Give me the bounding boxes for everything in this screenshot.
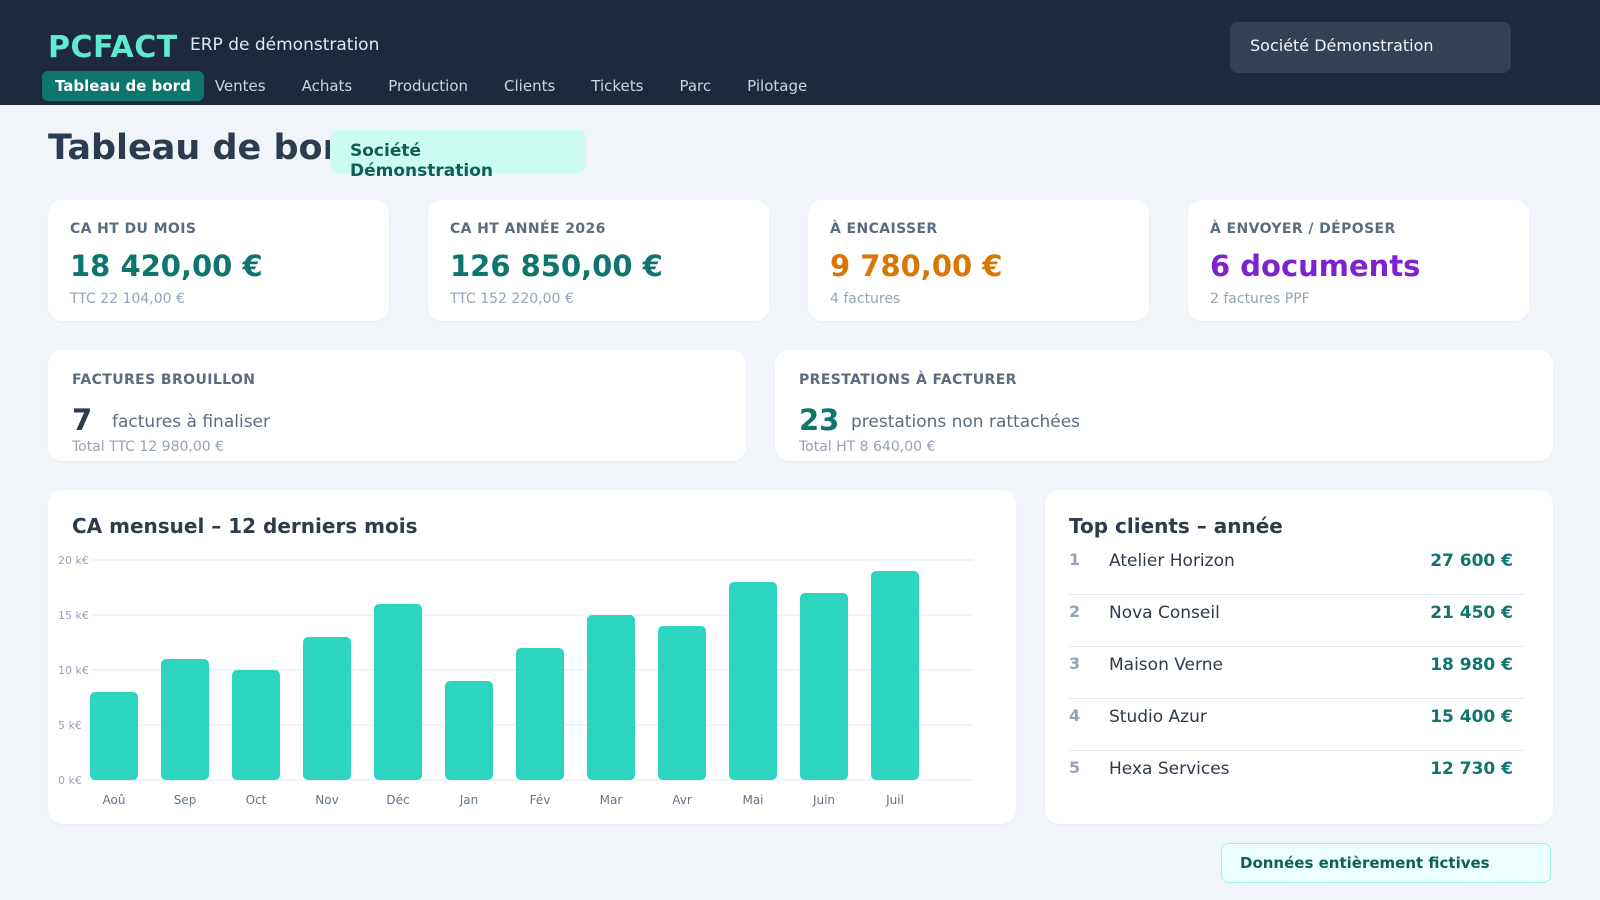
x-tick-label: Déc	[386, 793, 409, 807]
nav-item-ventes[interactable]: Ventes	[214, 76, 266, 95]
billable-services-text: prestations non rattachées	[851, 412, 1081, 432]
client-name: Maison Verne	[1109, 655, 1223, 675]
y-tick-label: 5 k€	[58, 719, 82, 732]
company-badge: Société Démonstration	[330, 130, 586, 181]
client-name: Atelier Horizon	[1109, 551, 1235, 571]
billable-services-label: PRESTATIONS À FACTURER	[799, 372, 1017, 388]
draft-invoices-total: Total TTC 12 980,00 €	[72, 439, 225, 455]
company-selector[interactable]: Société Démonstration	[1230, 22, 1511, 73]
nav-item-pilotage[interactable]: Pilotage	[747, 76, 808, 95]
x-tick-label: Sep	[174, 793, 197, 807]
kpi-label: À ENCAISSER	[830, 221, 938, 237]
client-name: Studio Azur	[1109, 707, 1207, 727]
y-tick-label: 0 k€	[58, 774, 82, 787]
client-amount: 18 980 €	[1430, 655, 1513, 675]
kpi-label: CA HT DU MOIS	[70, 221, 197, 237]
chart-title: CA mensuel – 12 derniers mois	[72, 514, 418, 538]
chart-bar[interactable]	[90, 692, 138, 780]
x-tick-label: Nov	[315, 793, 338, 807]
x-tick-label: Fév	[530, 793, 551, 807]
x-tick-label: Juil	[885, 793, 904, 807]
nav-item-achats[interactable]: Achats	[301, 76, 353, 95]
top-clients-title: Top clients – année	[1069, 514, 1283, 538]
x-tick-label: Mai	[742, 793, 763, 807]
client-rank: 3	[1069, 654, 1081, 673]
kpi-subtext: TTC 22 104,00 €	[70, 291, 185, 307]
nav-item-parc[interactable]: Parc	[679, 76, 712, 95]
x-tick-label: Juin	[812, 793, 835, 807]
client-row[interactable]: 3 Maison Verne 18 980 €	[1069, 647, 1525, 699]
nav-item-tickets[interactable]: Tickets	[591, 76, 644, 95]
kpi-card-to-collect[interactable]: À ENCAISSER 9 780,00 € 4 factures	[808, 200, 1149, 321]
client-rank: 5	[1069, 758, 1081, 777]
chart-bar[interactable]	[303, 637, 351, 780]
chart-bar[interactable]	[587, 615, 635, 780]
billable-services-count: 23	[799, 403, 840, 437]
chart-bar[interactable]	[374, 604, 422, 780]
client-row[interactable]: 2 Nova Conseil 21 450 €	[1069, 595, 1525, 647]
client-amount: 15 400 €	[1430, 707, 1513, 727]
client-row[interactable]: 1 Atelier Horizon 27 600 €	[1069, 543, 1525, 595]
client-name: Nova Conseil	[1109, 603, 1220, 623]
client-rank: 2	[1069, 602, 1081, 621]
chart-bar[interactable]	[516, 648, 564, 780]
monthly-revenue-chart-panel: CA mensuel – 12 derniers mois 0 k€ 5 k€ 10…	[48, 490, 1016, 824]
billable-services-total: Total HT 8 640,00 €	[799, 439, 936, 455]
kpi-card-yearly-revenue[interactable]: CA HT ANNÉE 2026 126 850,00 € TTC 152 22…	[428, 200, 769, 321]
kpi-value: 126 850,00 €	[450, 249, 663, 283]
draft-invoices-card[interactable]: FACTURES BROUILLON 7 factures à finalise…	[48, 350, 746, 461]
client-amount: 27 600 €	[1430, 551, 1513, 571]
client-name: Hexa Services	[1109, 759, 1230, 779]
kpi-card-to-send[interactable]: À ENVOYER / DÉPOSER 6 documents 2 factur…	[1188, 200, 1529, 321]
draft-invoices-count: 7	[72, 403, 93, 437]
chart-bar[interactable]	[800, 593, 848, 780]
chart-bar[interactable]	[729, 582, 777, 780]
client-rank: 4	[1069, 706, 1081, 725]
monthly-revenue-chart: 0 k€ 5 k€ 10 k€ 15 k€ 20 k€ Aoû Sep Oct Nov Déc Ja…	[58, 554, 973, 807]
chart-bar[interactable]	[871, 571, 919, 780]
client-row[interactable]: 4 Studio Azur 15 400 €	[1069, 699, 1525, 751]
x-tick-label: Aoû	[103, 793, 126, 807]
client-rank: 1	[1069, 550, 1081, 569]
y-tick-label: 20 k€	[58, 554, 89, 567]
client-amount: 21 450 €	[1430, 603, 1513, 623]
brand-subtitle: ERP de démonstration	[190, 35, 380, 55]
kpi-value: 18 420,00 €	[70, 249, 263, 283]
x-tick-label: Mar	[600, 793, 623, 807]
kpi-label: À ENVOYER / DÉPOSER	[1210, 221, 1396, 237]
client-row[interactable]: 5 Hexa Services 12 730 €	[1069, 751, 1525, 803]
brand-logo[interactable]: PCFACT	[48, 30, 178, 65]
chart-bar[interactable]	[232, 670, 280, 780]
page-title: Tableau de bord	[48, 128, 330, 168]
chart-bar[interactable]	[161, 659, 209, 780]
chart-bar[interactable]	[445, 681, 493, 780]
draft-invoices-label: FACTURES BROUILLON	[72, 372, 256, 388]
billable-services-card[interactable]: PRESTATIONS À FACTURER 23 prestations no…	[775, 350, 1553, 461]
top-clients-panel: Top clients – année 1 Atelier Horizon 27…	[1045, 490, 1553, 824]
kpi-label: CA HT ANNÉE 2026	[450, 221, 606, 237]
kpi-card-monthly-revenue[interactable]: CA HT DU MOIS 18 420,00 € TTC 22 104,00 …	[48, 200, 389, 321]
nav-item-clients[interactable]: Clients	[504, 76, 556, 95]
top-header: PCFACT ERP de démonstration Société Démo…	[0, 0, 1600, 105]
kpi-subtext: 4 factures	[830, 291, 901, 307]
y-tick-label: 10 k€	[58, 664, 89, 677]
kpi-value: 6 documents	[1210, 249, 1421, 283]
draft-invoices-text: factures à finaliser	[112, 412, 270, 432]
y-tick-label: 15 k€	[58, 609, 89, 622]
kpi-subtext: TTC 152 220,00 €	[450, 291, 574, 307]
nav-item-tableau-de-bord[interactable]: Tableau de bord	[42, 70, 204, 101]
chart-bar[interactable]	[658, 626, 706, 780]
x-tick-label: Avr	[672, 793, 692, 807]
kpi-value: 9 780,00 €	[830, 249, 1003, 283]
fictitious-data-notice: Données entièrement fictives	[1221, 843, 1551, 883]
x-tick-label: Oct	[246, 793, 267, 807]
client-amount: 12 730 €	[1430, 759, 1513, 779]
main-nav: Tableau de bord Ventes Achats Production…	[42, 70, 832, 101]
x-tick-label: Jan	[459, 793, 479, 807]
kpi-subtext: 2 factures PPF	[1210, 291, 1310, 307]
nav-item-production[interactable]: Production	[388, 76, 469, 95]
